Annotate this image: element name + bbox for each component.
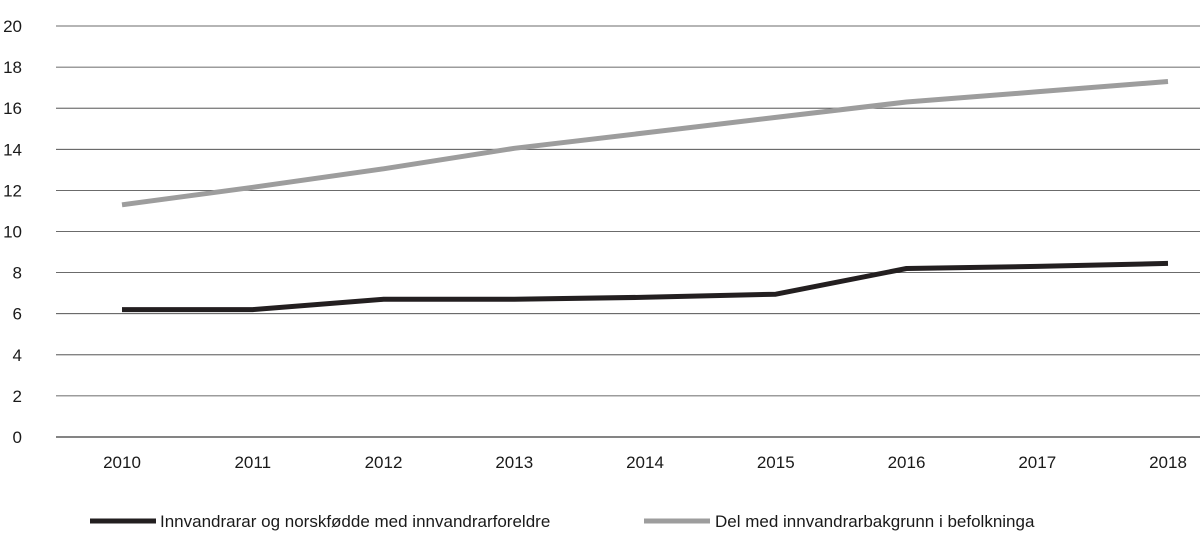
legend-label-series-1: Innvandrarar og norskfødde med innvandra… — [160, 512, 550, 531]
gridlines — [56, 25, 1200, 438]
x-tick-label: 2012 — [365, 453, 403, 472]
x-tick-label: 2010 — [103, 453, 141, 472]
y-tick-label: 2 — [13, 387, 22, 406]
x-tick-label: 2018 — [1149, 453, 1187, 472]
legend-label-series-2: Del med innvandrarbakgrunn i befolkninga — [715, 512, 1035, 531]
series-lines — [121, 79, 1169, 313]
x-tick-label: 2014 — [626, 453, 664, 472]
legend: Innvandrarar og norskfødde med innvandra… — [90, 512, 1035, 531]
x-tick-label: 2016 — [888, 453, 926, 472]
x-tick-label: 2017 — [1018, 453, 1056, 472]
x-tick-label: 2013 — [495, 453, 533, 472]
series-line-2 — [121, 79, 1169, 208]
x-tick-label: 2011 — [234, 453, 271, 472]
series-line-1 — [122, 260, 1169, 313]
y-tick-label: 10 — [3, 223, 22, 242]
y-tick-label: 6 — [13, 305, 22, 324]
y-tick-label: 8 — [13, 264, 22, 283]
y-tick-label: 14 — [3, 140, 22, 159]
y-axis-ticks: 0 2 4 6 8 10 12 14 16 18 20 — [3, 17, 22, 447]
y-tick-label: 20 — [3, 17, 22, 36]
y-tick-label: 4 — [13, 346, 22, 365]
x-tick-label: 2015 — [757, 453, 795, 472]
x-axis-ticks: 2010 2011 2012 2013 2014 2015 2016 2017 2018 — [103, 453, 1187, 472]
y-tick-label: 12 — [3, 181, 22, 200]
y-tick-label: 0 — [13, 428, 22, 447]
y-tick-label: 18 — [3, 58, 22, 77]
y-tick-label: 16 — [3, 99, 22, 118]
